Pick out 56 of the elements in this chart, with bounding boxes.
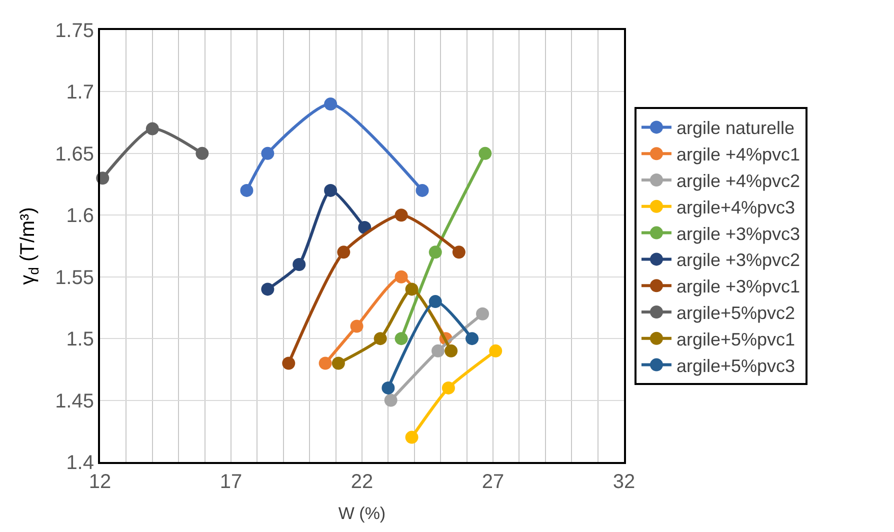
y-tick-label: 1.6	[66, 205, 94, 228]
point	[261, 282, 274, 296]
x-tick-label: 17	[220, 471, 242, 493]
legend-label: argile +4%pvc2	[676, 171, 800, 192]
point	[240, 184, 254, 197]
point	[405, 282, 418, 296]
point	[350, 320, 364, 333]
point	[374, 332, 387, 346]
y-tick-label: 1.4	[66, 452, 94, 474]
point	[324, 184, 338, 197]
legend-label: argile +3%pvc2	[676, 250, 800, 270]
point	[261, 146, 274, 160]
point	[452, 246, 466, 259]
point	[394, 208, 408, 222]
point	[332, 356, 345, 370]
point	[478, 146, 492, 160]
point	[428, 246, 442, 259]
point	[476, 307, 490, 320]
legend-label: argile +4%pvc1	[676, 144, 800, 165]
point	[384, 394, 398, 407]
legend-label: argile+5%pvc2	[676, 303, 796, 324]
point	[196, 146, 209, 160]
point	[146, 122, 159, 136]
legend-label: argile+5%pvc3	[676, 356, 796, 376]
point	[428, 295, 442, 308]
point	[442, 381, 455, 394]
point	[337, 246, 350, 259]
x-tick-label: 32	[612, 471, 636, 493]
point	[489, 344, 502, 358]
x-axis-title: W (%)	[338, 504, 386, 523]
y-tick-label: 1.5	[66, 328, 94, 351]
point	[382, 381, 395, 394]
point	[292, 258, 306, 272]
legend-label: argile+4%pvc3	[676, 197, 796, 218]
point	[282, 356, 296, 370]
y-tick-label: 1.65	[55, 143, 94, 166]
x-tick-label: 22	[350, 471, 374, 493]
point	[324, 98, 338, 111]
y-tick-label: 1.55	[55, 266, 94, 289]
point	[444, 344, 458, 358]
point	[318, 356, 332, 370]
y-tick-label: 1.45	[55, 390, 94, 412]
point	[394, 270, 408, 284]
point	[405, 430, 418, 444]
point	[466, 332, 479, 346]
legend-label: argile +3%pvc1	[676, 276, 800, 297]
x-tick-label: 27	[482, 471, 504, 493]
legend-label: argile+5%pvc1	[676, 329, 796, 350]
legend-label: argile +3%pvc3	[676, 224, 800, 244]
x-tick-label: 12	[88, 471, 112, 493]
point	[431, 344, 444, 358]
legend-label: argile naturelle	[676, 118, 795, 138]
y-tick-label: 1.75	[55, 20, 94, 42]
point	[394, 332, 408, 346]
y-tick-label: 1.7	[66, 82, 94, 104]
point	[416, 184, 429, 197]
